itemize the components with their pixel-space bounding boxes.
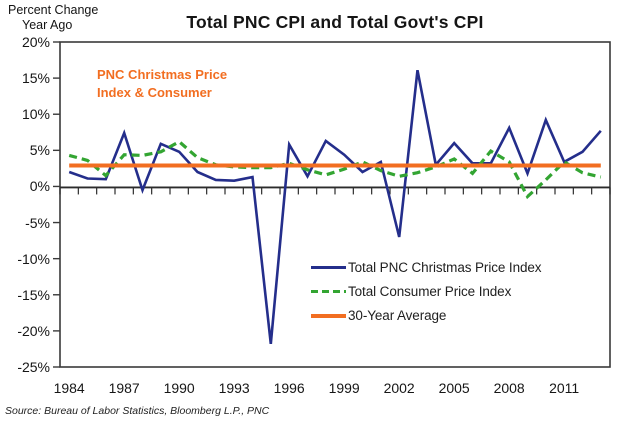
y-tick-label: 15% bbox=[21, 70, 50, 87]
y-tick-label: -25% bbox=[17, 359, 50, 375]
x-tick-label: 1984 bbox=[53, 380, 85, 396]
y-tick-label: -5% bbox=[25, 214, 50, 231]
x-tick-label: 1996 bbox=[273, 380, 305, 396]
y-axis-unit-note: Percent Change Year Ago bbox=[8, 3, 98, 33]
chart-annotation-line2: Index & Consumer bbox=[97, 85, 212, 100]
y-axis-unit-note-line1: Percent Change bbox=[8, 3, 99, 17]
legend-item: Total Consumer Price Index bbox=[311, 284, 541, 299]
y-tick-label: -15% bbox=[17, 286, 50, 303]
source-note: Source: Bureau of Labor Statistics, Bloo… bbox=[5, 405, 270, 417]
x-tick-label: 1999 bbox=[328, 380, 360, 396]
chart-annotation-line1: PNC Christmas Price bbox=[97, 67, 228, 82]
y-tick-label: 5% bbox=[29, 142, 50, 159]
chart-annotation: PNC Christmas Price Index & Consumer bbox=[97, 66, 227, 102]
chart-title: Total PNC CPI and Total Govt's CPI bbox=[186, 12, 484, 32]
x-tick-label: 1987 bbox=[108, 380, 140, 396]
x-tick-label: 2002 bbox=[383, 380, 415, 396]
y-tick-label: -10% bbox=[17, 250, 50, 267]
x-tick-label: 2011 bbox=[549, 380, 580, 396]
legend-item: Total PNC Christmas Price Index bbox=[311, 260, 542, 275]
legend: Total PNC Christmas Price Index Total Con… bbox=[311, 260, 542, 323]
x-tick-label: 2008 bbox=[493, 380, 525, 396]
y-tick-label: 20% bbox=[21, 34, 50, 50]
legend-label: Total PNC Christmas Price Index bbox=[348, 260, 542, 275]
y-tick-label: -20% bbox=[17, 322, 50, 339]
legend-item: 30-Year Average bbox=[311, 308, 541, 323]
legend-line-sample-solid bbox=[311, 313, 346, 318]
plot-frame bbox=[59, 41, 611, 368]
y-axis-unit-note-line2: Year Ago bbox=[22, 18, 73, 32]
series-line-1 bbox=[68, 139, 602, 200]
y-tick-label: 0% bbox=[29, 178, 50, 195]
legend-line-sample-dashed bbox=[311, 289, 346, 294]
x-tick-label: 1993 bbox=[218, 380, 250, 396]
x-tick-label: 1990 bbox=[163, 380, 195, 396]
x-tick-label: 2005 bbox=[438, 380, 470, 396]
legend-label: 30-Year Average bbox=[348, 308, 447, 323]
y-tick-label: 10% bbox=[21, 106, 50, 123]
legend-line-sample-solid bbox=[311, 266, 346, 269]
legend-label: Total Consumer Price Index bbox=[348, 284, 512, 299]
